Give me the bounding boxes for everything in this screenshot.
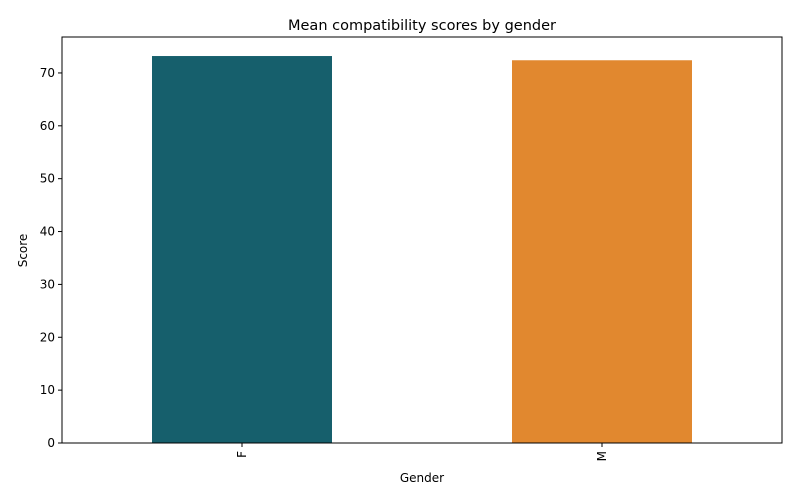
plot-frame: [61, 36, 783, 444]
y-tick-label-20: 20: [40, 330, 55, 344]
y-tick-label-30: 30: [40, 277, 55, 291]
bar-f: [152, 56, 332, 443]
plot-area: [61, 36, 783, 444]
y-tick-label-50: 50: [40, 172, 55, 186]
x-tick-label-m: M: [595, 451, 609, 461]
chart-title: Mean compatibility scores by gender: [288, 18, 556, 34]
x-axis-label: Gender: [400, 471, 444, 485]
y-axis-label: Score: [16, 234, 30, 268]
y-tick-label-10: 10: [40, 383, 55, 397]
y-tick-label-60: 60: [40, 119, 55, 133]
y-tick-label-0: 0: [47, 436, 55, 450]
x-tick-label-f: F: [235, 451, 249, 458]
y-axis: 0 10 20 30 40 50 60 70: [40, 66, 62, 450]
y-tick-label-70: 70: [40, 66, 55, 80]
y-tick-label-40: 40: [40, 225, 55, 239]
bar-m: [512, 60, 692, 444]
